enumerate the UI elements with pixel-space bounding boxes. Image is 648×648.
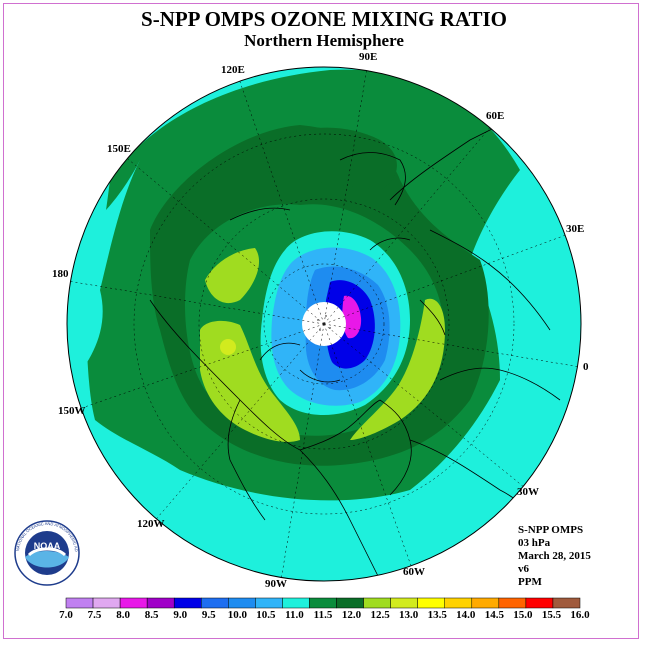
colorbar-cell [309,597,337,609]
colorbar-tick-label: 8.5 [144,609,159,621]
noaa-logo-text: NOAA [34,541,61,551]
colorbar-cell [201,597,229,609]
colorbar-cell [65,597,94,609]
colorbar-cell [444,597,473,609]
colorbar-tick-label: 9.5 [201,609,216,621]
colorbar-tick-label: 12.5 [370,609,390,621]
colorbar-tick-label: 10.5 [256,609,276,621]
colorbar-tick-label: 7.0 [59,609,73,621]
info-instrument: S-NPP OMPS [518,524,584,536]
field-yellow-green-right [350,298,445,440]
colorbar-tick-label: 15.0 [513,609,533,621]
lon-label-180: 180 [52,268,69,280]
info-version: v6 [518,563,529,575]
lon-label-60e: 60E [486,110,505,122]
coastlines [149,109,561,581]
colorbar-tick-label: 14.0 [456,609,476,621]
colorbar-cell [363,597,391,609]
colorbar-tick-label: 8.0 [116,609,130,621]
field-yellow-spot [220,339,236,355]
lon-label-120e: 120E [221,64,245,76]
map-title: S-NPP OMPS OZONE MIXING RATIO [141,7,507,31]
lon-label-120w: 120W [137,518,165,530]
colorbar-cell [417,597,445,609]
colorbar-cell [146,597,175,609]
lon-label-0: 0 [583,361,589,373]
info-units: PPM [518,576,542,588]
figure-frame [3,3,639,639]
colorbar-tick-label: 13.5 [427,609,447,621]
colorbar-cell [173,597,202,609]
colorbar-cell [552,597,581,609]
colorbar-cell [228,597,256,609]
lon-label-30e: 30E [566,223,585,235]
colorbar-cell [255,597,283,609]
colorbar-cells [65,597,581,609]
colorbar-cell [336,597,364,609]
colorbar-tick-label: 10.0 [227,609,247,621]
lon-label-90w: 90W [265,578,287,590]
lon-label-150w: 150W [58,405,86,417]
colorbar-cell [390,597,418,609]
field-dark-green-lobe [260,127,397,190]
map-subtitle: Northern Hemisphere [244,31,404,50]
colorbar-cell [282,597,310,609]
pole-stipple [317,315,331,331]
lon-label-90e: 90E [359,51,378,63]
lon-label-150e: 150E [107,143,131,155]
colorbar-cell [92,597,121,609]
colorbar-cell [525,597,554,609]
map-outline [66,66,582,582]
colorbar-tick-label: 16.0 [570,609,590,621]
meridians [67,67,581,581]
colorbar-tick-label: 11.5 [313,609,333,621]
colorbar-cell [471,597,500,609]
info-date: March 28, 2015 [518,550,591,562]
colorbar-tick-label: 15.5 [541,609,562,621]
info-level: 03 hPa [518,537,551,549]
field-left-cyan [67,160,140,380]
colorbar [65,597,581,609]
field-yellow-green-upperleft [205,248,260,304]
lon-label-60w: 60W [403,566,425,578]
colorbar-cell [119,597,148,609]
colorbar-tick-label: 9.0 [173,609,188,621]
colorbar-tick-label: 13.0 [399,609,419,621]
colorbar-tick-label: 7.5 [87,609,102,621]
latitude-circles [133,133,515,515]
colorbar-tick-label: 12.0 [341,609,362,621]
noaa-logo: NOAA NATIONAL OCEANIC AND ATMOSPHERIC AD… [7,519,80,586]
colorbar-cell [498,597,527,609]
colorbar-tick-label: 14.5 [484,609,504,621]
colorbar-tick-label: 11.0 [285,609,304,621]
lon-label-30w: 30W [517,486,539,498]
field-magenta-max [342,295,362,339]
